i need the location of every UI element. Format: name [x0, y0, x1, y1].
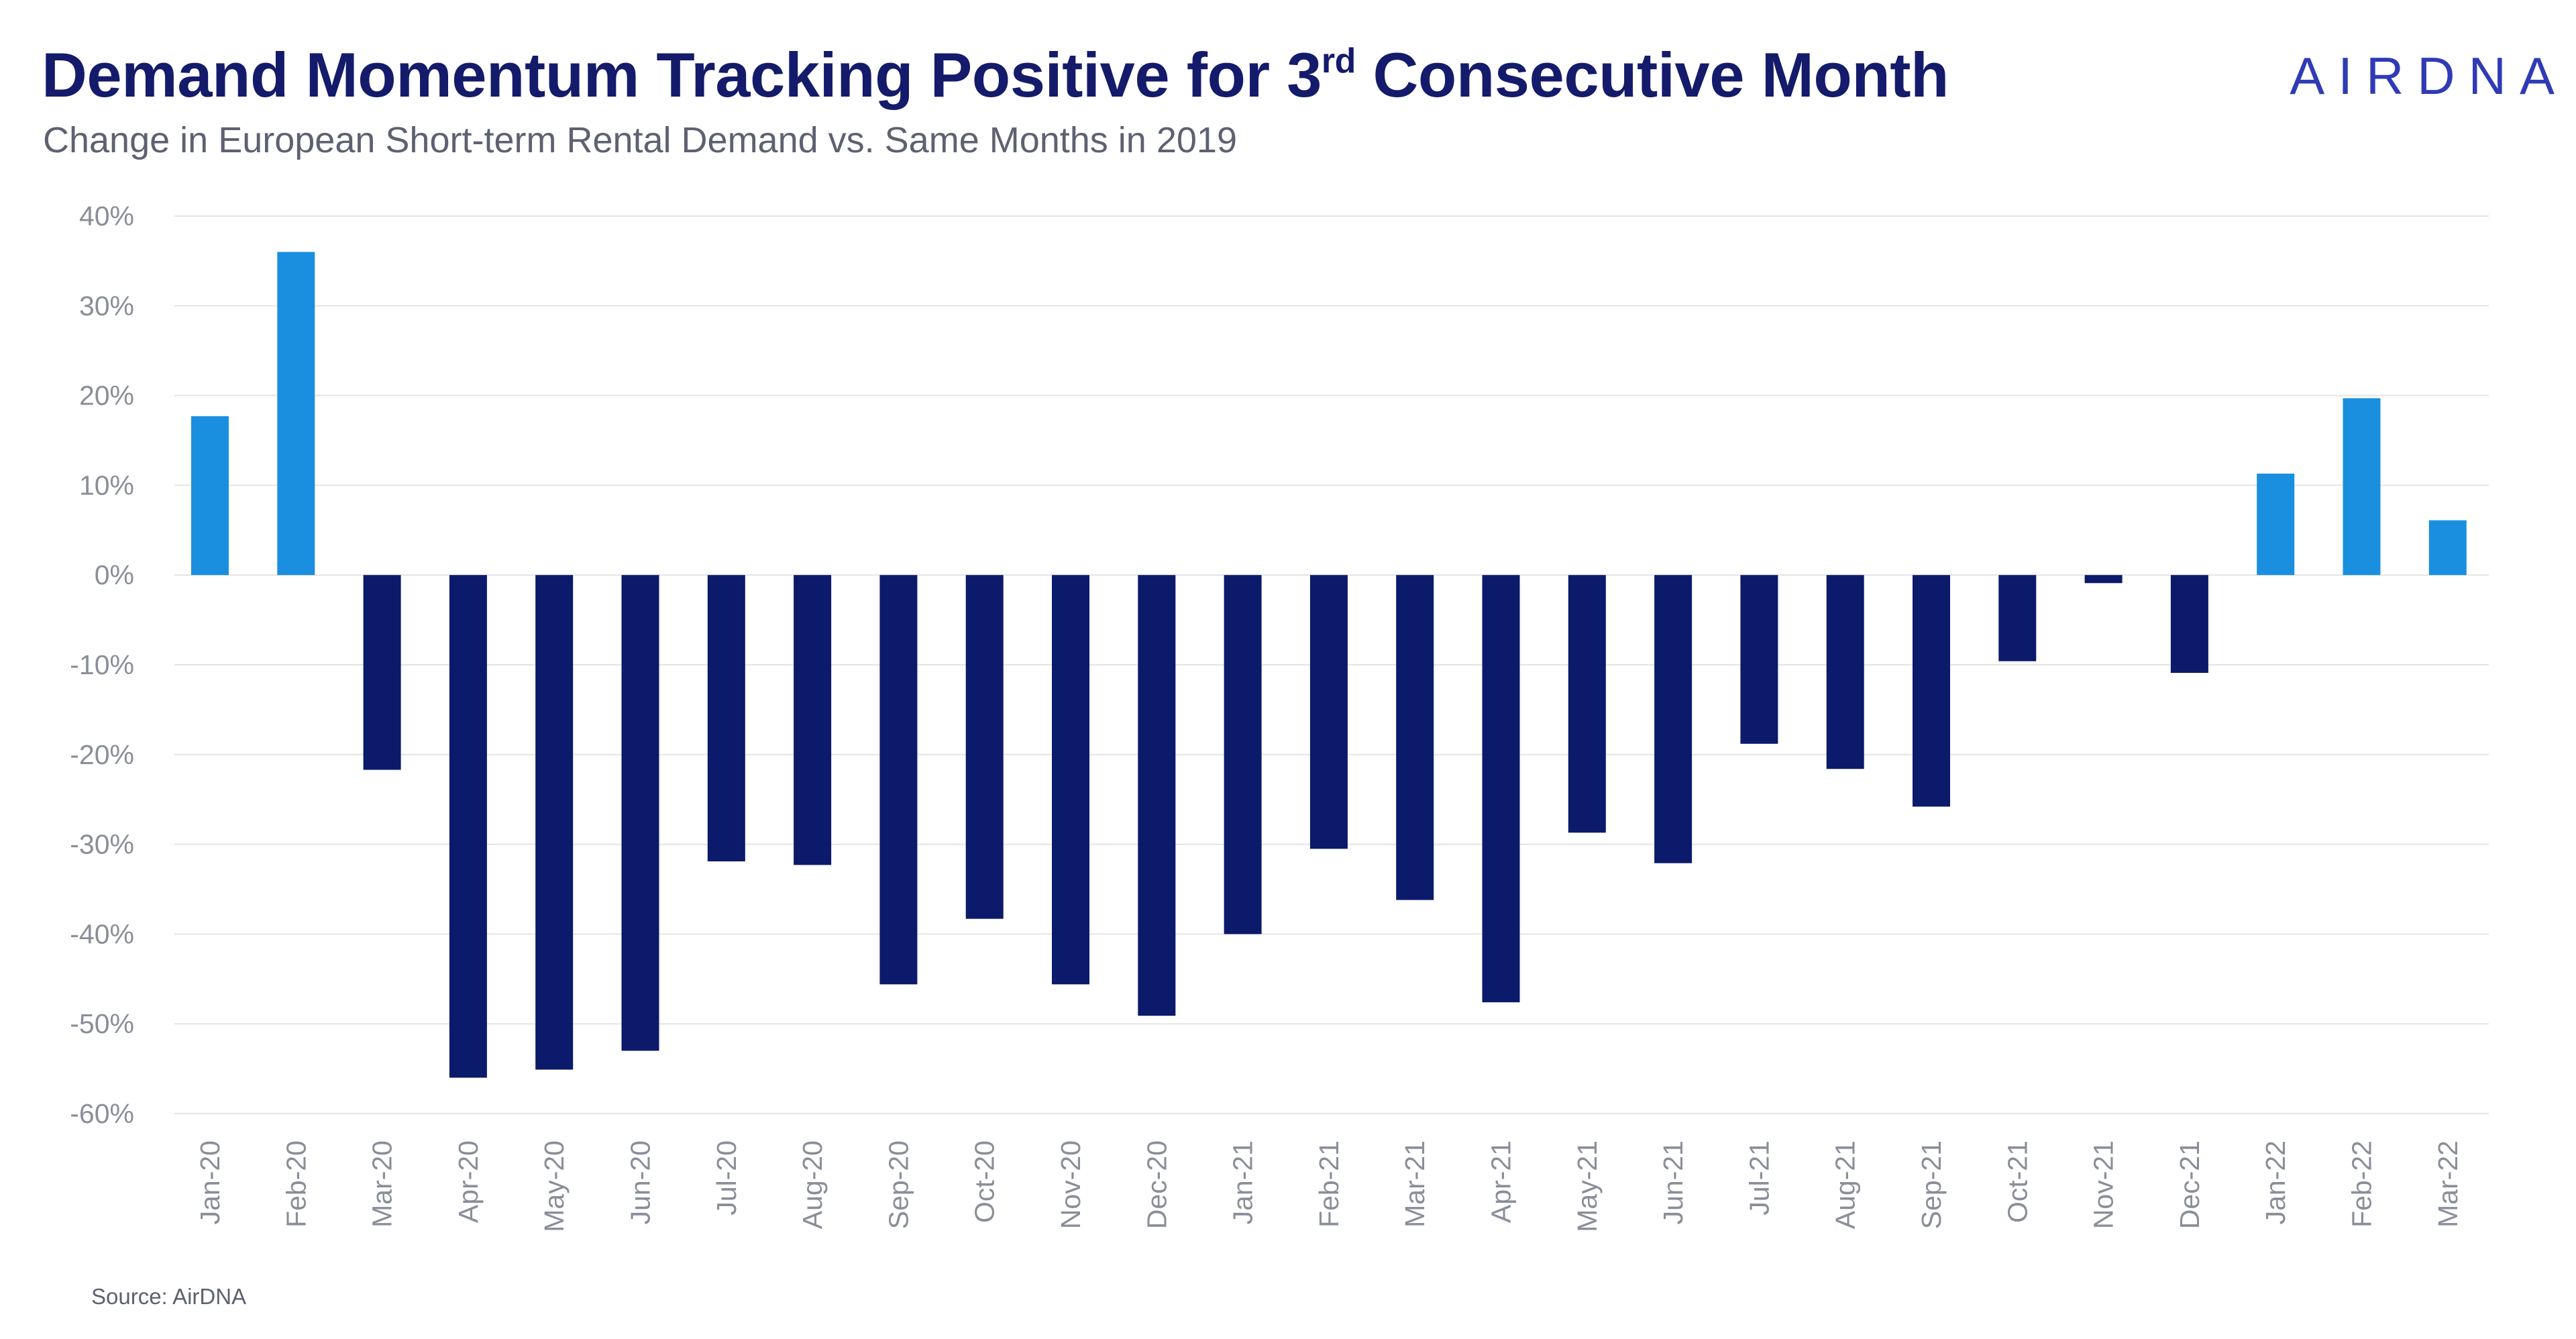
x-tick-label: Mar-20 [367, 1140, 398, 1228]
y-tick-label: 20% [79, 380, 134, 411]
bar-aug-21 [1826, 575, 1864, 769]
bar-oct-21 [1998, 575, 2037, 661]
bar-jan-21 [1224, 575, 1262, 934]
x-tick-label: Jan-22 [2260, 1140, 2291, 1224]
chart-title-main: Demand Momentum Tracking Positive for 3 [42, 40, 1322, 110]
x-tick-label: Sep-21 [1916, 1140, 1947, 1229]
bar-mar-20 [363, 575, 401, 770]
bar-sep-21 [1913, 575, 1950, 807]
x-tick-label: Aug-21 [1830, 1140, 1861, 1229]
x-tick-label: Oct-21 [2002, 1140, 2033, 1223]
bar-jul-20 [707, 575, 745, 862]
bar-may-20 [535, 575, 574, 1070]
x-tick-label: Mar-22 [2432, 1140, 2463, 1228]
y-tick-label: 0% [95, 559, 134, 590]
bar-dec-20 [1138, 575, 1176, 1016]
y-tick-label: -50% [70, 1008, 134, 1039]
y-tick-label: 10% [79, 470, 134, 500]
x-tick-label: Oct-20 [969, 1140, 1000, 1223]
bar-oct-20 [965, 575, 1004, 919]
bar-jun-21 [1654, 575, 1693, 863]
y-tick-label: -60% [70, 1098, 134, 1129]
bar-sep-20 [879, 575, 918, 985]
bar-feb-20 [277, 252, 315, 576]
x-tick-label: Jun-20 [625, 1140, 656, 1224]
chart-title-end: Consecutive Month [1355, 40, 1949, 110]
bar-jul-21 [1740, 575, 1778, 744]
source-note: Source: AirDNA [91, 1284, 247, 1309]
bar-may-21 [1568, 575, 1606, 833]
bar-apr-20 [449, 575, 487, 1078]
x-tick-label: Apr-21 [1486, 1140, 1517, 1223]
x-tick-label: May-20 [539, 1140, 570, 1232]
bar-jan-20 [191, 416, 229, 576]
y-axis-ticks: 40% 30% 20% 10% 0% -10% -20% -30% -40% -50% -60% [70, 201, 134, 1129]
bar-mar-22 [2428, 520, 2467, 576]
x-tick-label: Nov-21 [2088, 1140, 2119, 1229]
bar-apr-21 [1482, 575, 1520, 1003]
bar-mar-21 [1396, 575, 1434, 900]
bar-jan-22 [2257, 474, 2295, 576]
x-tick-label: Sep-20 [883, 1140, 914, 1229]
bar-feb-21 [1309, 575, 1348, 849]
x-tick-label: Dec-21 [2174, 1140, 2205, 1229]
x-tick-label: May-21 [1572, 1140, 1603, 1232]
x-tick-label: Jan-21 [1228, 1140, 1258, 1224]
y-tick-label: -10% [70, 649, 134, 680]
x-tick-label: Feb-21 [1313, 1140, 1344, 1228]
chart-title: Demand Momentum Tracking Positive for 3r… [42, 39, 1949, 111]
x-tick-label: Mar-21 [1399, 1140, 1430, 1228]
y-tick-label: -20% [70, 739, 134, 770]
y-tick-label: -30% [70, 829, 134, 860]
x-tick-label: Jul-21 [1743, 1140, 1774, 1216]
x-tick-label: Nov-20 [1055, 1140, 1086, 1229]
x-tick-label: Jan-20 [195, 1140, 225, 1224]
bar-feb-22 [2343, 398, 2381, 576]
bar-nov-21 [2084, 575, 2123, 584]
y-tick-label: 40% [79, 201, 134, 231]
x-tick-label: Dec-20 [1141, 1140, 1172, 1229]
bar-aug-20 [794, 575, 832, 865]
bars [191, 252, 2467, 1078]
chart-title-superscript: rd [1321, 42, 1356, 81]
x-tick-label: Feb-20 [280, 1140, 311, 1228]
x-tick-label: Feb-22 [2347, 1140, 2377, 1228]
x-tick-label: Jul-20 [711, 1140, 742, 1216]
bar-dec-21 [2170, 575, 2208, 674]
y-tick-label: 30% [79, 290, 134, 321]
x-tick-label: Apr-20 [453, 1140, 484, 1223]
bar-nov-20 [1052, 575, 1089, 985]
x-tick-label: Aug-20 [797, 1140, 828, 1229]
bar-jun-20 [621, 575, 659, 1051]
x-axis-ticks: Jan-20 Feb-20 Mar-20 Apr-20 May-20 Jun-20 Jul-… [195, 1140, 2463, 1232]
x-tick-label: Jun-21 [1658, 1140, 1688, 1224]
y-tick-label: -40% [70, 918, 134, 949]
chart-subtitle: Change in European Short-term Rental Dem… [43, 120, 1237, 160]
airdna-logo: AIRDNA [2290, 46, 2568, 105]
